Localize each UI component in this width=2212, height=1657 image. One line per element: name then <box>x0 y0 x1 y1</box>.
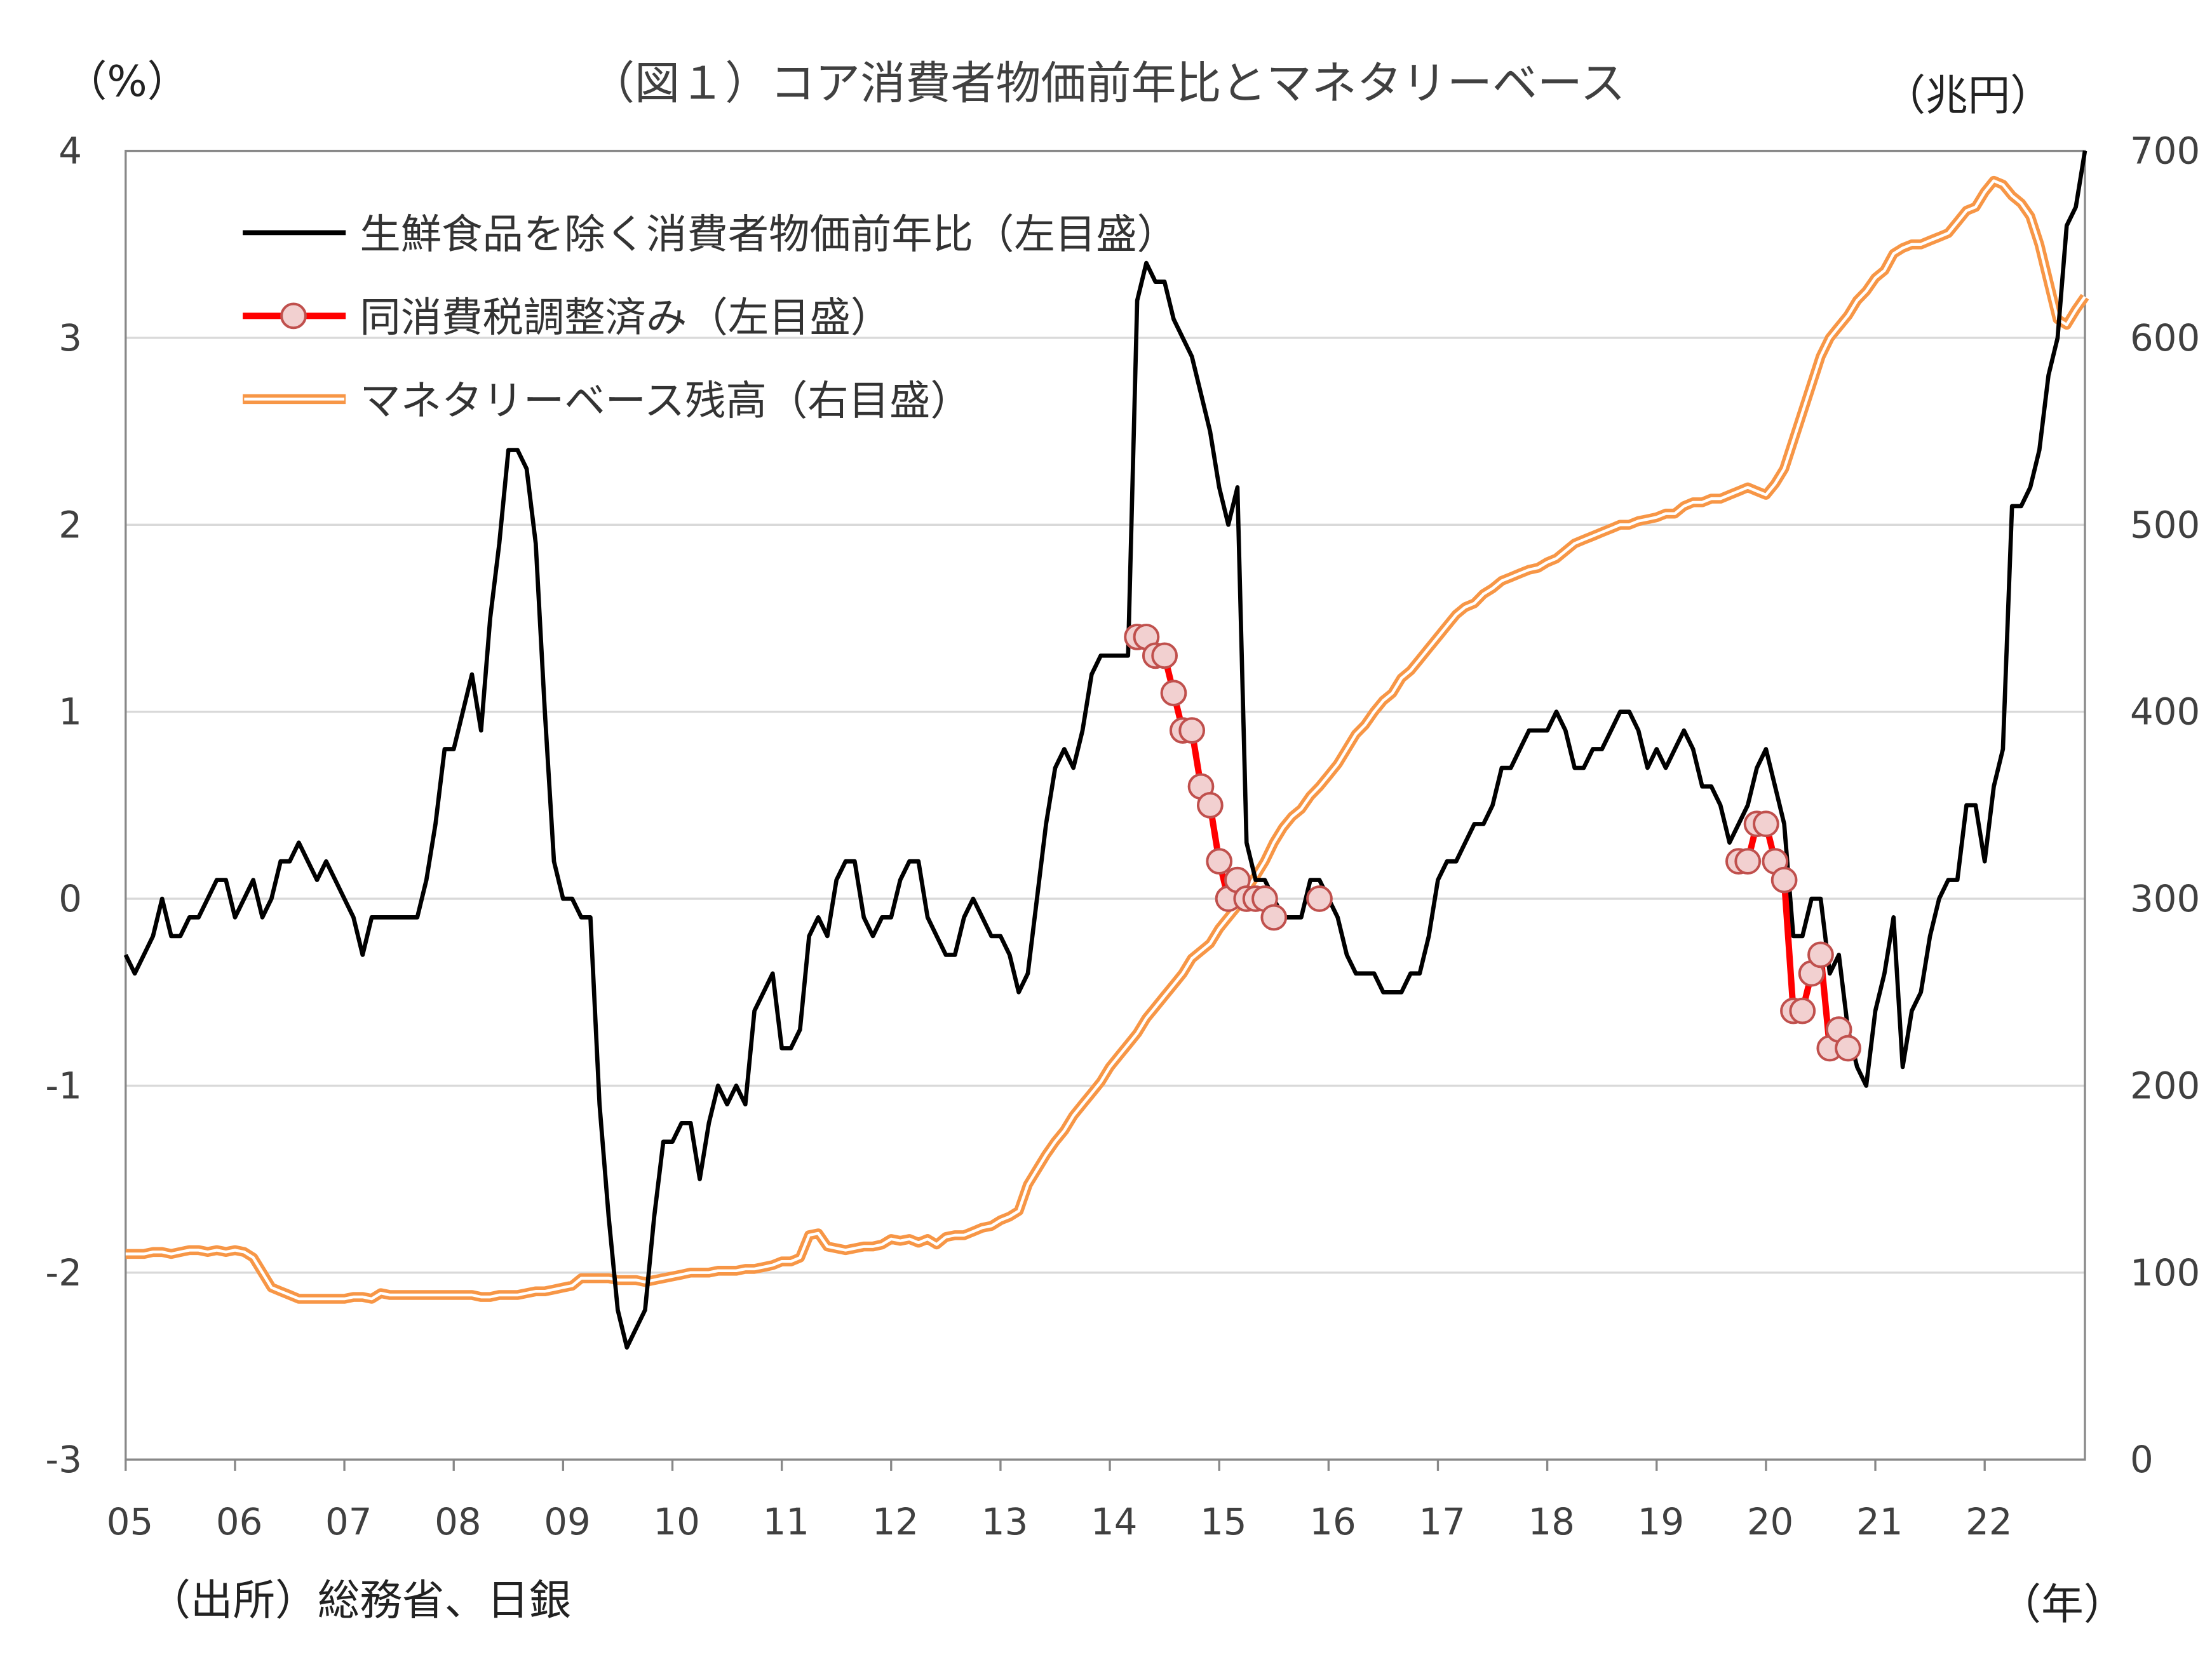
y-tick-label-left: 4 <box>58 130 82 173</box>
x-tick-label: 17 <box>1419 1500 1465 1543</box>
y-tick-label-right: 400 <box>2130 690 2200 734</box>
legend: 生鮮食品を除く消費者物価前年比（左目盛） 同消費税調整済み（左目盛） マネタリー… <box>243 211 1178 425</box>
data-point-tax-adjusted <box>1835 1035 1861 1062</box>
data-point-tax-adjusted <box>1206 848 1233 875</box>
x-axis: 05 06 07 08 09 10 11 12 13 14 15 16 17 18 19 20 21 22 <box>107 1459 2013 1543</box>
y-tick-label-left: -3 <box>45 1438 82 1481</box>
x-tick-label: 14 <box>1091 1500 1137 1543</box>
x-tick-label: 19 <box>1638 1500 1684 1543</box>
x-tick-label: 05 <box>107 1500 153 1543</box>
x-tick-label: 12 <box>872 1500 919 1543</box>
x-tick-label: 15 <box>1200 1500 1246 1543</box>
legend-item-core-cpi: 生鮮食品を除く消費者物価前年比（左目盛） <box>243 211 1178 258</box>
chart-title: （図１）コア消費者物価前年比とマネタリーベース <box>590 57 1626 109</box>
x-tick-label: 13 <box>981 1500 1028 1543</box>
series-line-monetary-base-inner <box>125 179 2086 1301</box>
x-tick-label: 10 <box>653 1500 699 1543</box>
x-tick-label: 08 <box>435 1500 481 1543</box>
x-tick-label: 09 <box>544 1500 590 1543</box>
y-tick-label-right: 700 <box>2130 130 2200 173</box>
legend-item-monetary-base: マネタリーベース残高（右目盛） <box>243 377 971 425</box>
data-point-tax-adjusted <box>1160 680 1187 707</box>
y-tick-label-right: 0 <box>2130 1438 2154 1481</box>
y-axis-right-label: （兆円） <box>1883 70 2052 120</box>
y-tick-label-right: 100 <box>2130 1251 2200 1294</box>
data-point-tax-adjusted <box>1789 997 1816 1024</box>
y-axis-left-label: （%） <box>65 57 190 106</box>
y-tick-label-left: 3 <box>58 316 82 359</box>
y-tick-label-left: 0 <box>58 877 82 920</box>
data-point-tax-adjusted <box>1770 866 1798 894</box>
x-tick-label: 21 <box>1856 1500 1903 1543</box>
data-point-tax-adjusted <box>1178 717 1206 744</box>
data-point-tax-adjusted <box>1807 941 1834 969</box>
y-tick-label-left: 2 <box>58 503 82 546</box>
x-tick-label: 18 <box>1528 1500 1575 1543</box>
y-axis-right: 700 600 500 400 300 200 100 0 <box>2130 130 2200 1482</box>
y-tick-label-right: 600 <box>2130 316 2200 359</box>
y-tick-label-left: -1 <box>45 1064 82 1107</box>
data-point-tax-adjusted <box>1151 642 1178 669</box>
x-tick-label: 22 <box>1966 1500 2012 1543</box>
x-tick-label: 11 <box>763 1500 809 1543</box>
series-layer <box>123 151 2089 1350</box>
plot-area-border <box>125 149 2086 1461</box>
y-tick-label-right: 200 <box>2130 1064 2200 1107</box>
x-tick-label: 06 <box>216 1500 262 1543</box>
gridlines <box>125 337 2085 1274</box>
y-tick-label-left: 1 <box>58 690 82 734</box>
x-tick-label: 07 <box>325 1500 372 1543</box>
data-point-tax-adjusted <box>1260 904 1288 931</box>
legend-label-monetary-base: マネタリーベース残高（右目盛） <box>360 377 971 425</box>
legend-label-core-cpi: 生鮮食品を除く消費者物価前年比（左目盛） <box>360 211 1178 258</box>
y-axis-left: 4 3 2 1 0 -1 -2 -3 <box>45 130 82 1482</box>
x-axis-label: （年） <box>1999 1580 2126 1629</box>
data-point-tax-adjusted <box>1306 885 1333 912</box>
legend-label-tax-adjusted: 同消費税調整済み（左目盛） <box>360 294 891 342</box>
x-tick-label: 20 <box>1747 1500 1793 1543</box>
y-tick-label-right: 500 <box>2130 503 2200 546</box>
source-note: （出所）総務省、日銀 <box>148 1575 571 1625</box>
legend-marker-tax-adjusted <box>280 302 307 330</box>
legend-item-tax-adjusted: 同消費税調整済み（左目盛） <box>243 294 891 342</box>
data-point-tax-adjusted <box>1196 791 1224 819</box>
y-tick-label-right: 300 <box>2130 877 2200 920</box>
series-line-core-cpi <box>123 151 2087 1350</box>
y-tick-label-left: -2 <box>45 1251 82 1294</box>
data-point-tax-adjusted <box>1734 848 1762 875</box>
x-tick-label: 16 <box>1309 1500 1356 1543</box>
data-point-tax-adjusted <box>1753 810 1779 838</box>
